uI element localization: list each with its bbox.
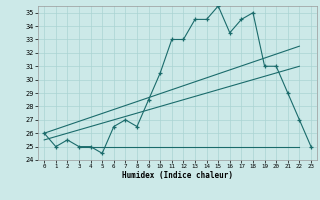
X-axis label: Humidex (Indice chaleur): Humidex (Indice chaleur)	[122, 171, 233, 180]
